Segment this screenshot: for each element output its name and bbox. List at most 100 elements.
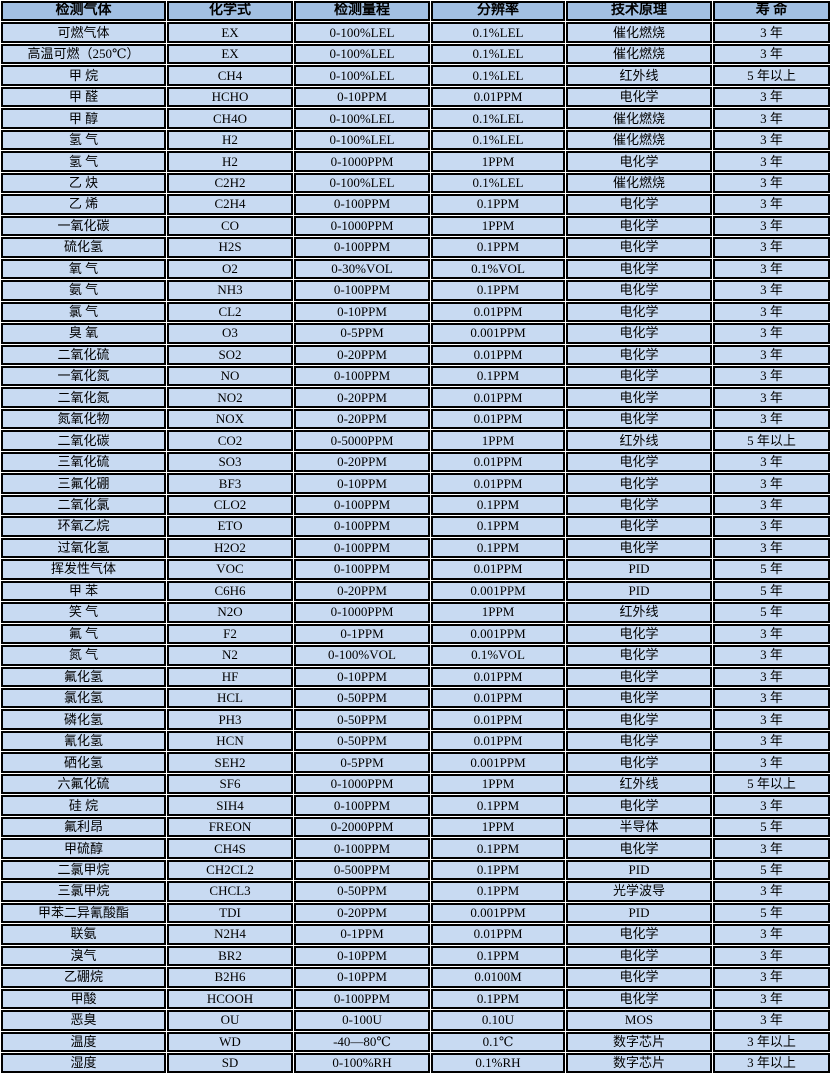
cell-formula: VOC [167, 559, 293, 580]
cell-resolution: 0.1%VOL [431, 645, 565, 666]
cell-resolution: 0.01PPM [431, 730, 565, 752]
cell-gas: 二氧化硫 [1, 344, 166, 365]
cell-gas: 氮氧化物 [1, 408, 166, 430]
cell-resolution: 0.1℃ [431, 1031, 565, 1052]
cell-principle: PID [566, 559, 712, 580]
cell-formula: F2 [167, 623, 293, 645]
cell-range: 0-50PPM [294, 688, 430, 709]
cell-formula: OU [167, 1010, 293, 1031]
cell-principle: 电化学 [566, 473, 712, 494]
cell-resolution: 0.1PPM [431, 838, 565, 859]
cell-formula: PH3 [167, 709, 293, 730]
cell-gas: 六氟化硫 [1, 773, 166, 795]
table-row: 硒化氢 SEH2 0-5PPM 0.001PPM 电化学 3 年 [1, 752, 830, 773]
cell-resolution: 0.10U [431, 1010, 565, 1031]
cell-principle: 电化学 [566, 301, 712, 323]
cell-principle: MOS [566, 1010, 712, 1031]
cell-range: 0-50PPM [294, 709, 430, 730]
cell-range: 0-100%VOL [294, 645, 430, 666]
cell-formula: HCL [167, 688, 293, 709]
cell-principle: 电化学 [566, 151, 712, 172]
cell-principle: 电化学 [566, 838, 712, 859]
cell-formula: SF6 [167, 773, 293, 795]
cell-lifespan: 5 年 [713, 859, 830, 881]
cell-principle: 电化学 [566, 795, 712, 816]
table-row: 高温可燃（250℃） EX 0-100%LEL 0.1%LEL 催化燃烧 3 年 [1, 43, 830, 65]
cell-principle: 催化燃烧 [566, 43, 712, 65]
cell-range: 0-100%LEL [294, 172, 430, 194]
cell-range: 0-100%RH [294, 1052, 430, 1074]
cell-lifespan: 3 年 [713, 838, 830, 859]
cell-principle: 电化学 [566, 408, 712, 430]
cell-lifespan: 3 年 [713, 151, 830, 172]
cell-formula: O2 [167, 258, 293, 280]
cell-principle: 电化学 [566, 709, 712, 730]
cell-resolution: 0.1PPM [431, 516, 565, 537]
cell-gas: 三氟化硼 [1, 473, 166, 494]
table-row: 氯 气 CL2 0-10PPM 0.01PPM 电化学 3 年 [1, 301, 830, 323]
cell-gas: 甲苯二异氰酸酯 [1, 902, 166, 924]
cell-gas: 硫化氢 [1, 237, 166, 258]
cell-lifespan: 3 年 [713, 945, 830, 967]
cell-resolution: 0.1PPM [431, 494, 565, 516]
cell-lifespan: 3 年 [713, 323, 830, 344]
cell-range: 0-100%LEL [294, 22, 430, 43]
cell-range: 0-100PPM [294, 988, 430, 1010]
cell-resolution: 0.1%LEL [431, 65, 565, 86]
cell-gas: 甲 醇 [1, 108, 166, 129]
cell-gas: 三氯甲烷 [1, 881, 166, 902]
cell-resolution: 0.001PPM [431, 902, 565, 924]
table-row: 臭 氧 O3 0-5PPM 0.001PPM 电化学 3 年 [1, 323, 830, 344]
table-row: 联氨 N2H4 0-1PPM 0.01PPM 电化学 3 年 [1, 924, 830, 945]
cell-lifespan: 3 年 [713, 752, 830, 773]
table-row: 硫化氢 H2S 0-100PPM 0.1PPM 电化学 3 年 [1, 237, 830, 258]
table-row: 氧 气 O2 0-30%VOL 0.1%VOL 电化学 3 年 [1, 258, 830, 280]
cell-principle: 电化学 [566, 237, 712, 258]
cell-principle: 数字芯片 [566, 1052, 712, 1074]
cell-range: 0-100%LEL [294, 129, 430, 151]
cell-principle: 电化学 [566, 494, 712, 516]
cell-gas: 环氧乙烷 [1, 516, 166, 537]
cell-lifespan: 3 年 [713, 280, 830, 301]
cell-range: 0-2000PPM [294, 816, 430, 838]
cell-gas: 甲硫醇 [1, 838, 166, 859]
cell-formula: CLO2 [167, 494, 293, 516]
cell-resolution: 0.1PPM [431, 988, 565, 1010]
cell-formula: NO2 [167, 387, 293, 408]
cell-resolution: 0.01PPM [431, 924, 565, 945]
cell-lifespan: 3 年 [713, 1010, 830, 1031]
cell-lifespan: 3 年 [713, 988, 830, 1010]
cell-range: 0-10PPM [294, 967, 430, 988]
table-row: 一氧化碳 CO 0-1000PPM 1PPM 电化学 3 年 [1, 215, 830, 237]
cell-formula: SEH2 [167, 752, 293, 773]
cell-lifespan: 3 年 [713, 537, 830, 559]
table-row: 二氯甲烷 CH2CL2 0-500PPM 0.1PPM PID 5 年 [1, 859, 830, 881]
table-row: 磷化氢 PH3 0-50PPM 0.01PPM 电化学 3 年 [1, 709, 830, 730]
table-row: 环氧乙烷 ETO 0-100PPM 0.1PPM 电化学 3 年 [1, 516, 830, 537]
cell-gas: 甲 醛 [1, 86, 166, 108]
cell-gas: 挥发性气体 [1, 559, 166, 580]
cell-range: 0-10PPM [294, 86, 430, 108]
cell-resolution: 0.01PPM [431, 559, 565, 580]
cell-range: 0-10PPM [294, 666, 430, 687]
table-row: 二氧化氯 CLO2 0-100PPM 0.1PPM 电化学 3 年 [1, 494, 830, 516]
cell-gas: 二氧化碳 [1, 430, 166, 451]
cell-lifespan: 3 年 [713, 451, 830, 473]
cell-resolution: 0.01PPM [431, 709, 565, 730]
cell-formula: HCHO [167, 86, 293, 108]
cell-formula: WD [167, 1031, 293, 1052]
column-header-formula: 化学式 [167, 1, 293, 22]
cell-principle: 电化学 [566, 280, 712, 301]
cell-range: 0-10PPM [294, 945, 430, 967]
cell-resolution: 1PPM [431, 602, 565, 623]
cell-gas: 三氧化硫 [1, 451, 166, 473]
cell-resolution: 0.1PPM [431, 280, 565, 301]
cell-principle: 电化学 [566, 516, 712, 537]
cell-lifespan: 3 年 [713, 365, 830, 387]
cell-lifespan: 3 年 [713, 387, 830, 408]
cell-gas: 乙 炔 [1, 172, 166, 194]
cell-formula: EX [167, 43, 293, 65]
cell-lifespan: 3 年 [713, 408, 830, 430]
cell-lifespan: 5 年 [713, 559, 830, 580]
